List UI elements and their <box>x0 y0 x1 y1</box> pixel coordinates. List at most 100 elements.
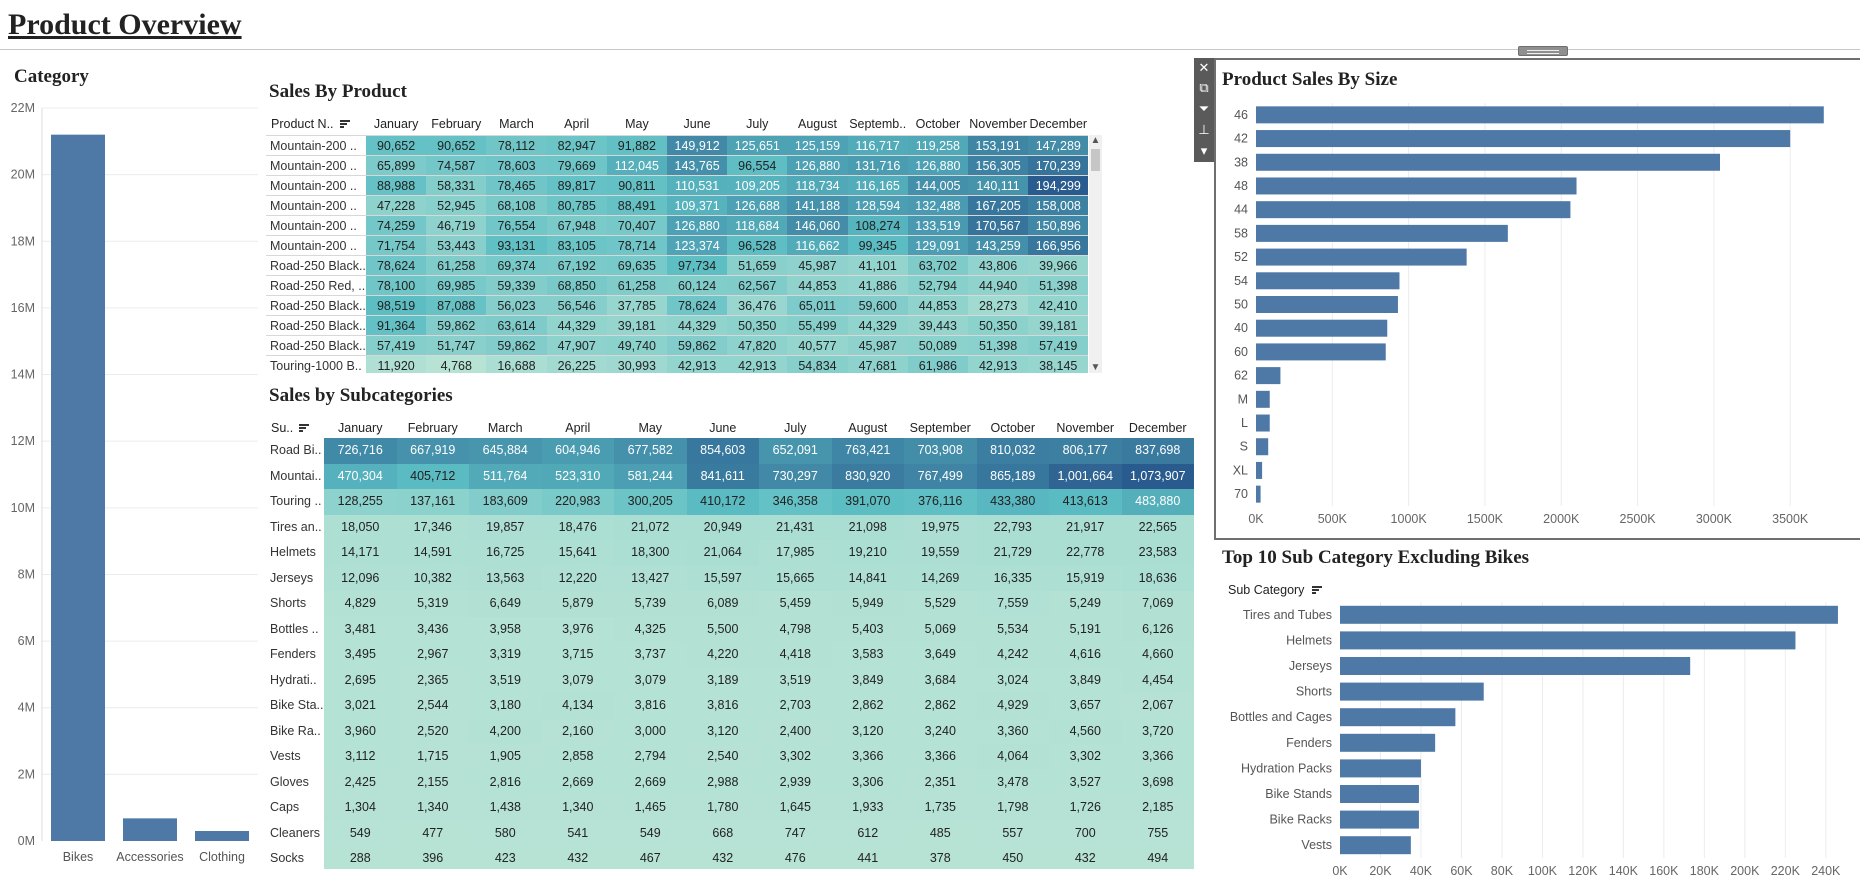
table-row[interactable]: Touring-1000 B.. 11,920 4,768 16,688 26,225 3… <box>266 355 1089 373</box>
table-row[interactable]: Vests 3,112 1,715 1,905 2,858 2,794 2,540 3,302… <box>266 744 1194 770</box>
table-cell: 156,305 <box>968 156 1029 176</box>
subcat-table-body[interactable]: Road Bi.. 726,716 667,919 645,884 604,946 677… <box>266 438 1194 869</box>
category-label: Fenders <box>1286 736 1332 750</box>
table-cell: 123,374 <box>667 236 728 256</box>
table-row[interactable]: Mountain-200 .. 88,988 58,331 78,465 89,817 9… <box>266 175 1089 196</box>
resize-handle[interactable] <box>1518 46 1568 56</box>
column-header[interactable]: March <box>487 421 523 435</box>
table-row[interactable]: Road-250 Black.. 78,624 61,258 69,374 67,192… <box>266 255 1089 276</box>
table-row[interactable]: Mountain-200 .. 65,899 74,587 78,603 79,669 1… <box>266 155 1089 176</box>
table-row[interactable]: Socks 288 396 423 432 467 432 476 441 378 450 432 49… <box>266 846 1194 869</box>
column-header[interactable]: April <box>565 421 591 435</box>
table-cell: 26,225 <box>546 356 607 373</box>
sort-icon[interactable] <box>299 424 309 432</box>
column-header[interactable]: May <box>625 117 649 131</box>
table-cell: 549 <box>614 820 687 846</box>
column-header[interactable]: May <box>638 421 663 435</box>
row-label: Vests <box>270 749 301 763</box>
column-header[interactable]: October <box>990 421 1035 435</box>
column-header[interactable]: August <box>848 421 888 435</box>
table-row[interactable]: Gloves 2,425 2,155 2,816 2,669 2,669 2,988 2,93… <box>266 769 1194 795</box>
subcat-table-header: Su.. January February March April May June July… <box>266 421 1194 437</box>
table-cell: 21,072 <box>614 514 687 540</box>
column-header[interactable]: November <box>1056 421 1115 435</box>
table-row[interactable]: Bike Sta.. 3,021 2,544 3,180 4,134 3,816 3,816… <box>266 693 1194 719</box>
column-header[interactable]: October <box>915 117 961 131</box>
popout-icon[interactable]: ⧉ <box>1199 80 1209 95</box>
product-table-scrollbar[interactable]: ▲ ▼ <box>1089 135 1102 373</box>
table-cell: 3,302 <box>1049 744 1122 770</box>
table-row[interactable]: Mountain-200 .. 90,652 90,652 78,112 82,947 9… <box>266 135 1089 156</box>
pin-icon[interactable]: ⊥ <box>1198 122 1210 137</box>
table-cell: 2,669 <box>541 769 614 795</box>
table-row[interactable]: Tires an.. 18,050 17,346 19,857 18,476 21,072… <box>266 514 1194 540</box>
table-row[interactable]: Jerseys 12,096 10,382 13,563 12,220 13,427 15,… <box>266 565 1194 591</box>
column-header[interactable]: July <box>746 117 769 131</box>
table-row[interactable]: Mountain-200 .. 47,228 52,945 68,108 80,785 8… <box>266 195 1089 216</box>
table-row[interactable]: Road-250 Black.. 91,364 59,862 63,614 44,329… <box>266 315 1089 336</box>
table-cell: 3,024 <box>976 667 1049 693</box>
product-table-body[interactable]: Mountain-200 .. 90,652 90,652 78,112 82,947 9… <box>266 135 1089 373</box>
column-header[interactable]: July <box>784 421 807 435</box>
table-row[interactable]: Fenders 3,495 2,967 3,319 3,715 3,737 4,220 4,4… <box>266 642 1194 668</box>
table-cell: 23,583 <box>1121 540 1194 566</box>
table-row[interactable]: Helmets 14,171 14,591 16,725 15,641 18,300 21,… <box>266 540 1194 566</box>
bar <box>1340 759 1421 778</box>
column-header[interactable]: February <box>431 117 482 131</box>
table-row[interactable]: Road-250 Black.. 98,519 87,088 56,023 56,546… <box>266 295 1089 316</box>
table-cell: 65,011 <box>787 296 848 316</box>
column-header[interactable]: June <box>709 421 737 435</box>
more-icon[interactable]: ▾ <box>1200 143 1208 158</box>
column-header[interactable]: January <box>373 117 419 131</box>
column-header[interactable]: April <box>564 117 590 131</box>
table-cell: 132,488 <box>907 196 968 216</box>
table-cell: 69,635 <box>606 256 667 276</box>
close-icon[interactable]: ✕ <box>1198 60 1210 75</box>
scroll-up-icon[interactable]: ▲ <box>1090 135 1101 146</box>
table-cell: 22,778 <box>1049 540 1122 566</box>
column-header[interactable]: June <box>683 117 711 131</box>
table-row[interactable]: Caps 1,304 1,340 1,438 1,340 1,465 1,780 1,645 1… <box>266 795 1194 821</box>
table-row[interactable]: Road Bi.. 726,716 667,919 645,884 604,946 677… <box>266 438 1194 464</box>
column-header[interactable]: August <box>798 117 837 131</box>
table-cell: 541 <box>541 820 614 846</box>
row-label: Tires an.. <box>270 519 322 534</box>
scroll-down-icon[interactable]: ▼ <box>1090 362 1101 373</box>
table-cell: 3,715 <box>541 642 614 668</box>
column-header[interactable]: February <box>407 421 458 435</box>
table-row[interactable]: Cleaners 549 477 580 541 549 668 747 612 485 557 70… <box>266 820 1194 846</box>
table-cell: 131,716 <box>847 156 908 176</box>
table-row[interactable]: Mountain-200 .. 74,259 46,719 76,554 67,948 7… <box>266 215 1089 236</box>
column-header[interactable]: March <box>499 117 534 131</box>
scroll-thumb[interactable] <box>1091 149 1100 171</box>
filter-icon[interactable]: ⏷ <box>1198 101 1210 116</box>
table-row[interactable]: Mountain-200 .. 71,754 53,443 93,131 83,105 7… <box>266 235 1089 256</box>
table-cell: 2,695 <box>324 667 397 693</box>
table-row[interactable]: Hydrati.. 2,695 2,365 3,519 3,079 3,079 3,189 3… <box>266 667 1194 693</box>
table-cell: 4,660 <box>1121 642 1194 668</box>
table-row[interactable]: Shorts 4,829 5,319 6,649 5,879 5,739 6,089 5,45… <box>266 591 1194 617</box>
table-row[interactable]: Bike Ra.. 3,960 2,520 4,200 2,160 3,000 3,120 2… <box>266 718 1194 744</box>
table-row[interactable]: Bottles .. 3,481 3,436 3,958 3,976 4,325 5,500… <box>266 616 1194 642</box>
table-cell: 4,200 <box>469 718 542 744</box>
column-header[interactable]: December <box>1029 117 1088 131</box>
table-cell: 703,908 <box>904 438 977 464</box>
table-cell: 5,069 <box>904 616 977 642</box>
sort-icon[interactable] <box>340 120 350 128</box>
column-header[interactable]: December <box>1128 421 1187 435</box>
sort-icon[interactable] <box>1311 586 1322 594</box>
column-header[interactable]: September <box>909 421 971 435</box>
table-row[interactable]: Touring .. 128,255 137,161 183,609 220,983 30… <box>266 489 1194 515</box>
column-header[interactable]: January <box>338 421 383 435</box>
table-row[interactable]: Road-250 Red, .. 78,100 69,985 59,339 68,850… <box>266 275 1089 296</box>
table-cell: 39,443 <box>907 316 968 336</box>
column-header[interactable]: Septemb.. <box>849 117 907 131</box>
table-row[interactable]: Mountai.. 470,304 405,712 511,764 523,310 581… <box>266 463 1194 489</box>
table-cell: 42,913 <box>667 356 728 373</box>
category-label: Helmets <box>1286 633 1332 647</box>
table-cell: 143,259 <box>968 236 1029 256</box>
table-cell: 78,100 <box>366 276 427 296</box>
column-header[interactable]: November <box>969 117 1027 131</box>
table-row[interactable]: Road-250 Black.. 57,419 51,747 59,862 47,907… <box>266 335 1089 356</box>
product-table-header: Product N.. January February March April May J… <box>266 117 1090 133</box>
